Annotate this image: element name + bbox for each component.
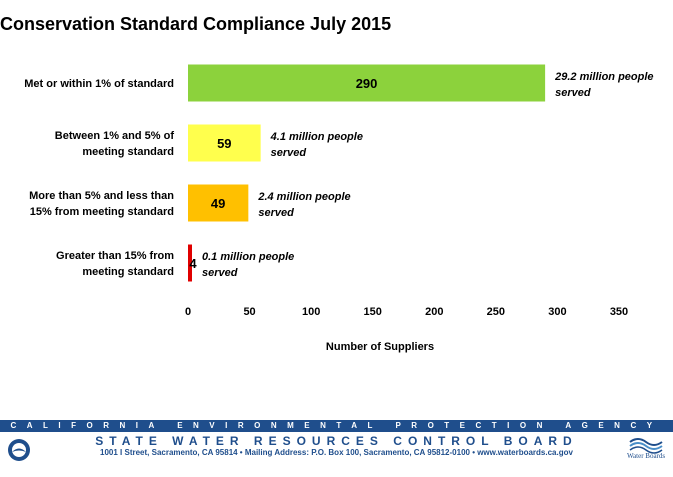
bars: [188, 64, 546, 282]
bar-value-label: 59: [217, 136, 231, 151]
cal-epa-logo-icon: [8, 439, 30, 461]
x-tick-label: 100: [302, 306, 320, 318]
annotations: 29.2 million people served 4.1 million peo…: [202, 71, 654, 279]
bar: [188, 124, 261, 162]
annotation-label: 0.1 million people served: [202, 251, 294, 279]
board-name: STATE WATER RESOURCES CONTROL BOARD: [95, 434, 578, 448]
category-labels: Met or within 1% of standard Between 1% a…: [24, 78, 174, 278]
bar: [188, 184, 249, 222]
bar-value-labels: 290 59 49 4: [189, 76, 377, 271]
x-tick-labels: 0 50 100 150 200 250 300 350: [185, 306, 628, 318]
category-label: Met or within 1% of standard: [24, 78, 174, 90]
x-tick-label: 50: [243, 306, 255, 318]
category-label: More than 5% and less than 15% from meeti…: [29, 190, 174, 218]
x-tick-label: 300: [548, 306, 566, 318]
x-tick-label: 250: [487, 306, 505, 318]
footer-band: [0, 420, 673, 432]
agency-name: CALIFORNIA ENVIRONMENTAL PROTECTION AGEN…: [10, 421, 663, 430]
annotation-label: 4.1 million people served: [270, 131, 363, 159]
bar-value-label: 49: [211, 196, 225, 211]
bar-value-label: 290: [356, 76, 378, 91]
bar-value-label: 4: [189, 256, 197, 271]
x-axis-label: Number of Suppliers: [326, 341, 434, 353]
bar: [188, 244, 192, 282]
water-boards-logo-text: Water Boards: [627, 452, 666, 460]
x-tick-label: 150: [364, 306, 382, 318]
bar-chart: Met or within 1% of standard Between 1% a…: [24, 64, 654, 353]
x-tick-label: 200: [425, 306, 443, 318]
x-tick-label: 0: [185, 306, 191, 318]
annotation-label: 2.4 million people served: [257, 191, 350, 219]
category-label: Between 1% and 5% of meeting standard: [55, 130, 175, 158]
x-tick-label: 350: [610, 306, 628, 318]
chart-title: Conservation Standard Compliance July 20…: [0, 14, 392, 34]
annotation-label: 29.2 million people served: [554, 71, 653, 99]
category-label: Greater than 15% from meeting standard: [56, 250, 174, 278]
board-address: 1001 I Street, Sacramento, CA 95814 • Ma…: [100, 448, 573, 457]
water-boards-logo-icon: [629, 438, 663, 454]
bar: [188, 64, 546, 102]
